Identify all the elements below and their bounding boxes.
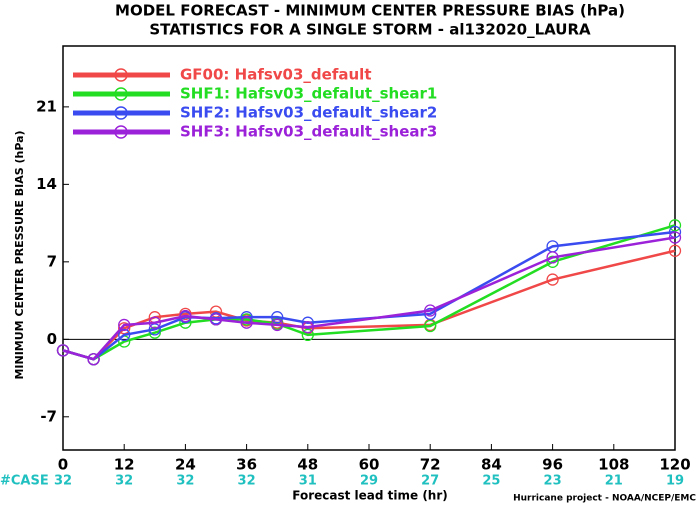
- case-count: 21: [605, 474, 623, 489]
- data-point: [179, 309, 192, 323]
- y-tick-label: 7: [47, 252, 57, 270]
- x-tick-label: 12: [114, 456, 135, 474]
- data-point: [301, 320, 314, 334]
- data-point: [87, 353, 100, 366]
- data-point: [148, 326, 161, 339]
- series-line: [62, 230, 676, 361]
- series-line: [62, 249, 676, 361]
- x-tick-label: 96: [542, 456, 563, 474]
- data-point: [271, 311, 284, 324]
- x-axis-label: Forecast lead time (hr): [292, 489, 448, 503]
- case-count: 29: [360, 474, 378, 489]
- x-tick-label: 48: [297, 456, 318, 474]
- legend-marker: [114, 106, 128, 120]
- chart-title: MODEL FORECAST - MINIMUM CENTER PRESSURE…: [115, 2, 625, 20]
- data-point: [209, 313, 223, 326]
- x-tick-label: 108: [598, 456, 629, 474]
- data-point: [668, 219, 682, 232]
- y-axis-label: MINIMUM CENTER PRESSURE BIAS (hPa): [13, 130, 26, 379]
- case-count: 25: [482, 474, 500, 489]
- legend-marker: [114, 68, 128, 82]
- series-line: [62, 236, 676, 361]
- data-point: [271, 318, 284, 332]
- data-point: [424, 304, 437, 317]
- case-count: 32: [115, 474, 133, 489]
- data-point: [118, 318, 131, 332]
- case-count: 19: [666, 474, 684, 489]
- x-tick-label: 24: [175, 456, 196, 474]
- y-tick-label: 21: [36, 97, 57, 115]
- case-count: 23: [544, 474, 562, 489]
- x-tick-label: 84: [481, 456, 502, 474]
- data-point: [546, 273, 559, 286]
- chart-subtitle: STATISTICS FOR A SINGLE STORM - al132020…: [149, 21, 591, 39]
- data-point: [424, 319, 437, 333]
- legend-label: SHF2: Hafsv03_default_shear2: [180, 104, 437, 122]
- case-count: 32: [54, 474, 72, 489]
- data-point: [240, 316, 253, 329]
- data-point: [118, 328, 131, 342]
- y-tick-label: 14: [36, 175, 57, 193]
- data-point: [56, 344, 70, 357]
- case-count: 32: [238, 474, 256, 489]
- legend-label: SHF1: Hafsv03_defalut_shear1: [180, 85, 437, 103]
- data-point: [668, 225, 682, 239]
- data-point: [424, 307, 437, 321]
- data-point: [668, 231, 682, 244]
- case-count: 32: [176, 474, 194, 489]
- legend-label: GF00: Hafsv03_default: [180, 66, 371, 84]
- case-count: 31: [299, 474, 317, 489]
- y-tick-label: 0: [47, 330, 57, 348]
- y-tick-label: -7: [40, 407, 57, 425]
- x-tick-label: 60: [359, 456, 380, 474]
- case-count: 27: [421, 474, 439, 489]
- legend-marker: [114, 87, 128, 101]
- x-tick-label: 72: [420, 456, 441, 474]
- x-tick-label: 120: [659, 456, 690, 474]
- data-point: [148, 316, 161, 329]
- x-tick-label: 36: [236, 456, 257, 474]
- data-point: [301, 328, 314, 342]
- legend-label: SHF3: Hafsv03_default_shear3: [180, 123, 437, 141]
- data-point: [546, 251, 559, 264]
- cases-label: #CASE: [0, 474, 49, 489]
- legend-marker: [114, 125, 128, 139]
- data-point: [668, 244, 682, 257]
- footer: Hurricane project - NOAA/NCEP/EMC: [513, 494, 696, 504]
- x-tick-label: 0: [58, 456, 68, 474]
